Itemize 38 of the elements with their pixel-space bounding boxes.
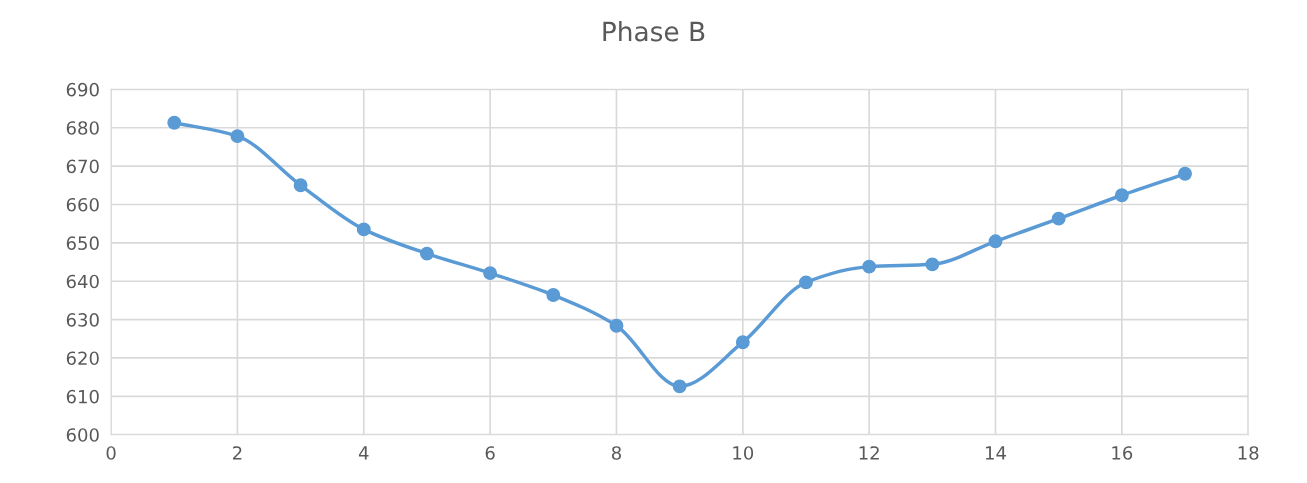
point — [1114, 188, 1129, 203]
point — [862, 259, 877, 274]
y-tick-label: 650 — [66, 236, 99, 250]
x-tick-label: 18 — [1238, 446, 1259, 460]
point — [672, 379, 687, 394]
y-tick-label: 630 — [66, 313, 99, 327]
y-tick-label: 610 — [66, 389, 99, 404]
point — [356, 222, 371, 237]
y-tick-label: 620 — [66, 351, 99, 366]
point — [925, 257, 940, 272]
x-tick-label: 4 — [358, 446, 369, 460]
y-tick-label: 670 — [66, 159, 99, 174]
point — [546, 288, 561, 302]
point — [230, 129, 245, 144]
x-tick-label: 16 — [1112, 446, 1133, 460]
x-tick-label: 14 — [985, 446, 1006, 460]
y-tick-label: 660 — [66, 197, 99, 212]
x-tick-label: 8 — [611, 446, 621, 460]
y-tick-label: 640 — [66, 274, 99, 289]
x-tick-label: 10 — [733, 446, 754, 460]
chart-title: Phase B — [603, 21, 705, 42]
point — [735, 335, 750, 350]
point — [420, 246, 434, 261]
x-tick-label: 0 — [106, 446, 116, 460]
point — [1178, 166, 1192, 181]
y-tick-label: 680 — [66, 121, 99, 135]
x-tick-label: 12 — [859, 446, 879, 460]
x-tick-label: 2 — [233, 446, 242, 460]
point — [1051, 211, 1066, 226]
point — [167, 115, 182, 130]
point — [293, 178, 308, 193]
y-tick-label: 690 — [66, 82, 99, 97]
point — [988, 234, 1003, 249]
x-tick-label: 6 — [485, 446, 495, 460]
point — [483, 266, 498, 281]
point — [799, 275, 813, 290]
y-tick-label: 600 — [66, 428, 99, 442]
point — [609, 318, 624, 333]
